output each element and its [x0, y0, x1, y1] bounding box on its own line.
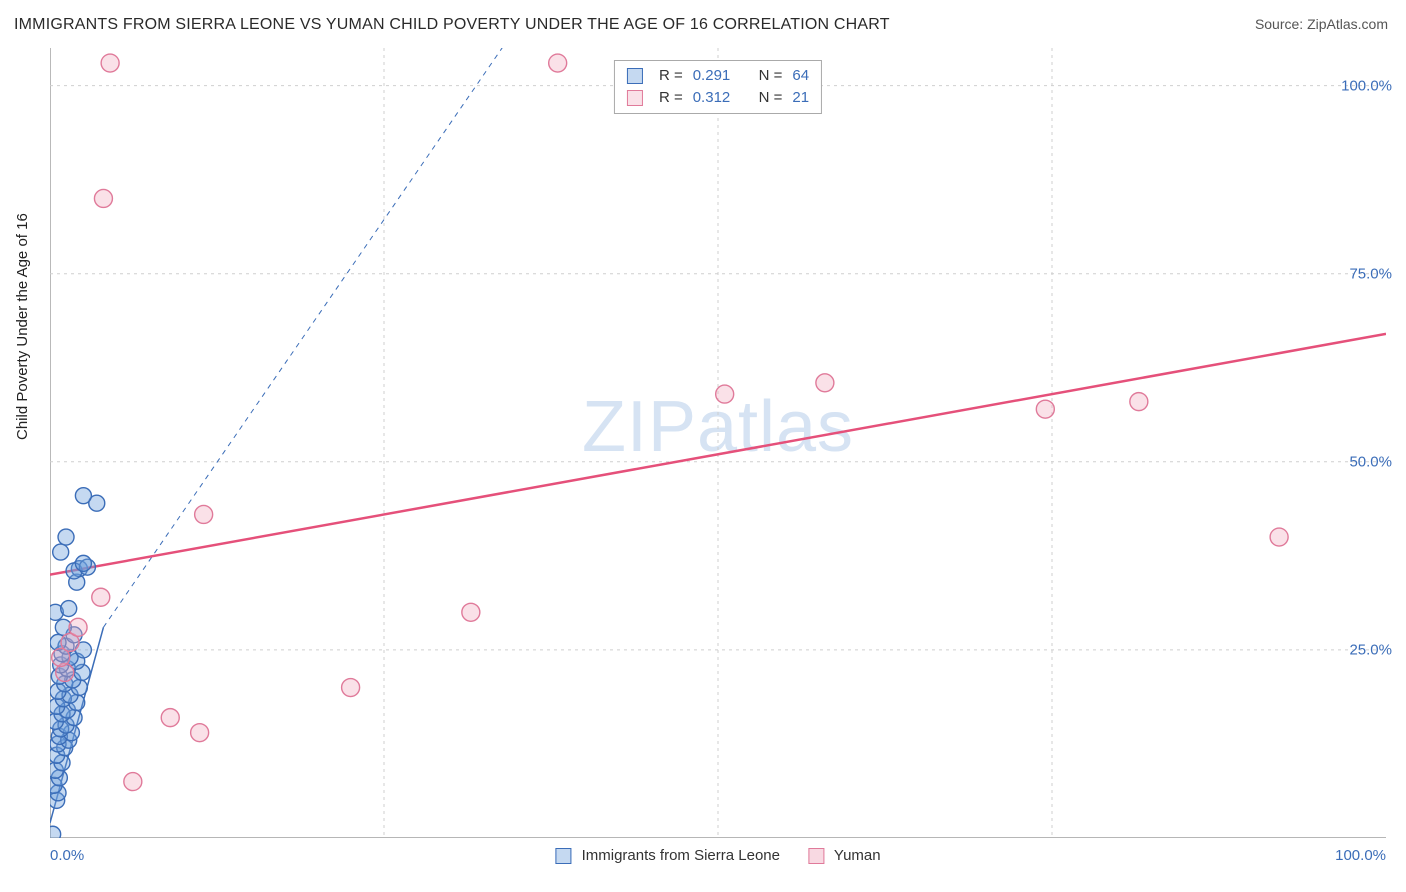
source-label: Source: ZipAtlas.com — [1255, 16, 1388, 32]
legend-row: R = 0.291 N = 64 — [627, 65, 809, 87]
legend-row: R = 0.312 N = 21 — [627, 87, 809, 109]
x-tick-label: 100.0% — [1335, 847, 1386, 864]
plot-area: ZIPatlas R = 0.291 N = 64 R = 0.312 N = … — [50, 48, 1386, 838]
legend-n-label: N = — [759, 87, 783, 109]
y-tick-label: 50.0% — [1349, 453, 1392, 470]
y-axis-label: Child Poverty Under the Age of 16 — [14, 213, 31, 440]
legend-label: Immigrants from Sierra Leone — [582, 847, 780, 864]
legend-item: Immigrants from Sierra Leone — [555, 847, 780, 864]
legend-swatch-sierra — [555, 848, 571, 864]
legend-item: Yuman — [808, 847, 881, 864]
y-tick-label: 100.0% — [1341, 77, 1392, 94]
y-tick-label: 75.0% — [1349, 265, 1392, 282]
y-tick-label: 25.0% — [1349, 641, 1392, 658]
legend-n-value: 64 — [792, 65, 809, 87]
scatter-chart — [50, 48, 1386, 838]
x-tick-label: 0.0% — [50, 847, 84, 864]
legend-r-value: 0.312 — [693, 87, 731, 109]
legend-swatch-sierra — [627, 68, 643, 84]
legend-r-label: R = — [659, 65, 683, 87]
legend-n-value: 21 — [792, 87, 809, 109]
chart-title: IMMIGRANTS FROM SIERRA LEONE VS YUMAN CH… — [14, 16, 890, 34]
legend-label: Yuman — [834, 847, 881, 864]
series-legend: Immigrants from Sierra Leone Yuman — [555, 847, 880, 864]
legend-swatch-yuman — [808, 848, 824, 864]
legend-r-value: 0.291 — [693, 65, 731, 87]
legend-n-label: N = — [759, 65, 783, 87]
correlation-legend: R = 0.291 N = 64 R = 0.312 N = 21 — [614, 60, 822, 114]
legend-r-label: R = — [659, 87, 683, 109]
legend-swatch-yuman — [627, 90, 643, 106]
